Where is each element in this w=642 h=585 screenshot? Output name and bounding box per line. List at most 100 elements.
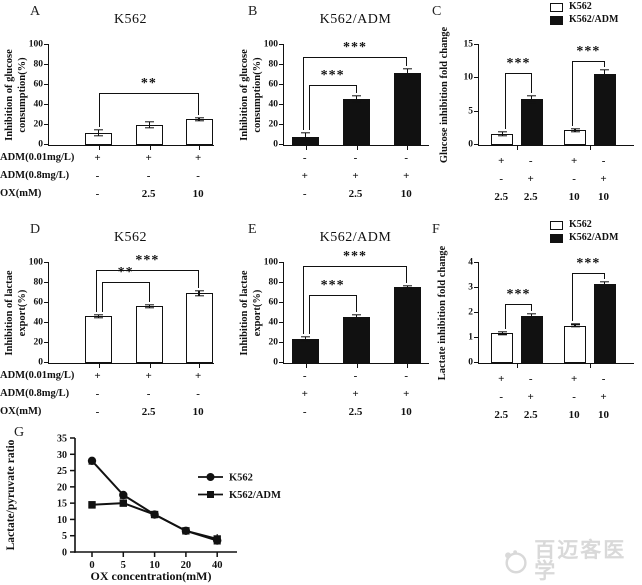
y-tick	[44, 44, 49, 45]
error-bar-cap	[497, 130, 507, 133]
error-bar-cap	[570, 326, 580, 328]
error-bar-cap	[570, 323, 580, 325]
row-value: 2.5	[494, 409, 509, 421]
bar	[593, 73, 616, 145]
error-bar-cap	[352, 95, 361, 97]
y-tick-label: 3	[468, 282, 473, 293]
row-value: +	[527, 173, 534, 185]
y-tick-label: 60	[268, 297, 279, 308]
legend-swatch	[550, 233, 563, 243]
panel-d: D K562 0 20 40 60 80 100 ** *** Inhibition of lact…	[0, 218, 215, 420]
significance-bracket	[302, 266, 408, 267]
y-tick	[279, 124, 284, 125]
plot-area: 0 20 40 60 80 100 ** ***	[29, 254, 214, 368]
row-value: +	[94, 152, 101, 164]
error-bar-cap	[497, 333, 507, 335]
error-bar-cap	[301, 336, 311, 338]
y-axis-label: Glucose inhibition fold change	[439, 26, 450, 164]
row-value: -	[528, 155, 533, 167]
significance-label: ***	[506, 287, 531, 303]
error-bar	[406, 69, 408, 77]
legend-marker-square	[207, 491, 214, 498]
significance-bracket-leg	[406, 57, 408, 66]
panel-title: K562	[113, 12, 148, 27]
y-tick-label: 20	[57, 482, 67, 493]
panel-e: E K562/ADM 0 20 40 60 80 100 *** *** Inhibition of…	[215, 218, 430, 420]
y-tick	[279, 342, 284, 343]
significance-label: ***	[320, 278, 345, 293]
marker-square	[182, 527, 190, 535]
legend-swatch	[550, 2, 563, 12]
y-tick-label: 100	[28, 39, 43, 50]
y-tick	[279, 302, 284, 303]
row-value: +	[352, 170, 359, 182]
y-tick-label: 60	[33, 79, 44, 90]
error-bar-cap	[145, 303, 155, 306]
y-tick-label: 100	[28, 257, 43, 268]
bar	[343, 317, 370, 363]
biomarker-logo-icon	[505, 549, 527, 573]
row-value: 10	[568, 409, 580, 421]
watermark-text: 百迈客医学	[534, 538, 627, 583]
row-value: +	[94, 370, 101, 382]
error-bar	[198, 290, 200, 296]
y-tick-label: 80	[268, 59, 279, 70]
x-tick	[589, 363, 591, 368]
significance-bracket-leg	[198, 270, 200, 288]
y-tick-label: 10	[463, 72, 474, 83]
y-tick	[474, 362, 479, 363]
error-bar-cap	[527, 316, 537, 318]
row-value: 10	[192, 188, 204, 200]
legend-label: K562/ADM	[569, 14, 619, 25]
row-value: +	[145, 370, 152, 382]
row-value: 10	[598, 409, 610, 421]
y-tick-label: 20	[268, 337, 279, 348]
y-tick-label: 0	[273, 139, 278, 150]
row-value: +	[301, 170, 308, 182]
error-bar	[355, 96, 358, 102]
error-bar	[501, 131, 503, 136]
row-value: -	[302, 188, 307, 200]
bar	[185, 119, 213, 145]
y-tick-label: 25	[57, 466, 67, 477]
bar	[292, 339, 320, 363]
y-tick	[474, 144, 479, 145]
line-chart: 0 5 10 15 20 25 30 35 0 5 10 20 40 K562 K562/ADM Lactat…	[5, 434, 281, 584]
x-tick-label: 10	[149, 560, 160, 571]
significance-label: **	[140, 76, 157, 91]
bar	[491, 333, 514, 363]
significance-bracket-leg	[302, 57, 304, 130]
marker-square	[213, 535, 221, 543]
legend-label: K562	[229, 473, 253, 484]
y-tick-label: 20	[268, 119, 279, 130]
row-value: +	[570, 373, 578, 385]
significance-bracket-leg	[101, 282, 103, 312]
y-tick-label: 40	[33, 99, 44, 110]
significance-label: ***	[576, 256, 601, 271]
y-tick-label: 80	[33, 59, 44, 70]
y-tick	[279, 44, 284, 45]
error-bar-cap	[301, 340, 311, 342]
x-tick	[516, 145, 518, 150]
plot-area: 0 5 10 15 *** ***	[464, 40, 634, 150]
significance-label: ***	[343, 40, 367, 55]
significance-label: ***	[506, 56, 531, 71]
row-value: -	[95, 388, 100, 400]
y-tick	[474, 287, 479, 288]
y-axis-label: Lactate/pyruvate ratio	[5, 439, 17, 550]
x-tick-label: 40	[212, 560, 223, 571]
significance-label: ***	[320, 68, 345, 83]
x-tick	[356, 363, 358, 368]
row-value: 2.5	[141, 406, 156, 418]
row-value: -	[353, 152, 358, 164]
panel-letter: B	[248, 4, 258, 19]
significance-bracket-leg	[530, 304, 532, 311]
row-label: ADM(0.01mg/L)	[0, 152, 75, 163]
plot-area: 0 20 40 60 80 100 *** ***	[264, 250, 429, 368]
error-bar-cap	[194, 289, 204, 292]
y-tick-label: 0	[273, 357, 278, 368]
marker-square	[150, 510, 159, 519]
plot-area: 0 1 2 3 4 *** ***	[468, 257, 634, 368]
error-bar	[501, 331, 503, 335]
error-bar-cap	[402, 76, 412, 78]
